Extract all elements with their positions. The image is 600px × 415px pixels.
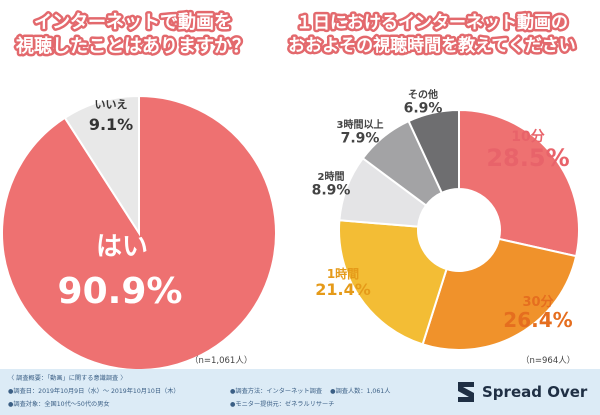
brand-logo: Spread Over	[452, 378, 592, 406]
no-category-label: いいえ	[95, 98, 128, 111]
donut-slice-5-category-label: 3時間以上	[337, 118, 384, 131]
pie-slice-yes	[1, 94, 277, 371]
donut-slice-3	[338, 219, 448, 346]
donut-slice-1-category-label: 10分	[511, 129, 544, 145]
donut-slice-4-value-label: 8.9%	[312, 183, 351, 199]
survey-method: ●調査方法：インターネット調査 ●調査人数：1,061人	[230, 388, 391, 395]
donut-slice-6	[407, 108, 460, 195]
donut-slice-4-category-label: 2時間	[318, 170, 345, 183]
spread-over-logo-icon	[458, 382, 474, 402]
right-sample-size: （n=964人）	[521, 356, 576, 366]
left-title-line2: 視聴したことはありますか？	[15, 35, 250, 57]
donut-slice-3-category-label: 1時間	[327, 266, 359, 281]
survey-target: ●調査対象：全国10代～50代の男女	[8, 401, 110, 408]
survey-provider: ●モニター提供元：ゼネラルリサーチ	[230, 401, 335, 408]
left-title-line1: インターネットで動画を	[34, 11, 232, 33]
survey-date: ●調査日：2019年10月9日（水）～ 2019年10月10日（木）	[8, 388, 180, 395]
donut-slice-2	[421, 237, 578, 351]
right-title: １日におけるインターネット動画の おおよその視聴時間を教えてください	[286, 10, 579, 59]
survey-heading: 〈 調査概要：「動画」に関する意識調査 〉	[8, 375, 127, 382]
donut-slice-5-value-label: 7.9%	[341, 131, 380, 147]
donut-slice-6-value-label: 6.9%	[404, 101, 443, 117]
donut-slice-3-value-label: 21.4%	[315, 280, 371, 299]
donut-slice-2-category-label: 30分	[522, 294, 553, 310]
donut-slice-2-value-label: 26.4%	[503, 308, 572, 332]
pie-chart-left: はい 90.9% いいえ 9.1%	[1, 94, 277, 371]
donut-slice-6-category-label: その他	[408, 88, 438, 101]
donut-slice-1-value-label: 28.5%	[486, 144, 569, 172]
donut-slice-1	[458, 108, 580, 258]
pie-slice-no	[63, 94, 140, 237]
right-title-line1: １日におけるインターネット動画の	[296, 12, 568, 33]
yes-value-label: 90.9%	[58, 271, 183, 312]
right-title-line2: おおよその視聴時間を教えてください	[288, 35, 576, 56]
no-value-label: 9.1%	[89, 115, 133, 134]
survey-summary: 〈 調査概要：「動画」に関する意識調査 〉 ●調査日：2019年10月9日（水）…	[0, 369, 600, 415]
left-sample-size: （n=1,061人）	[190, 356, 253, 366]
brand-name: Spread Over	[482, 383, 588, 401]
left-title: インターネットで動画を 視聴したことはありますか？	[13, 9, 253, 60]
yes-category-label: はい	[96, 232, 148, 262]
